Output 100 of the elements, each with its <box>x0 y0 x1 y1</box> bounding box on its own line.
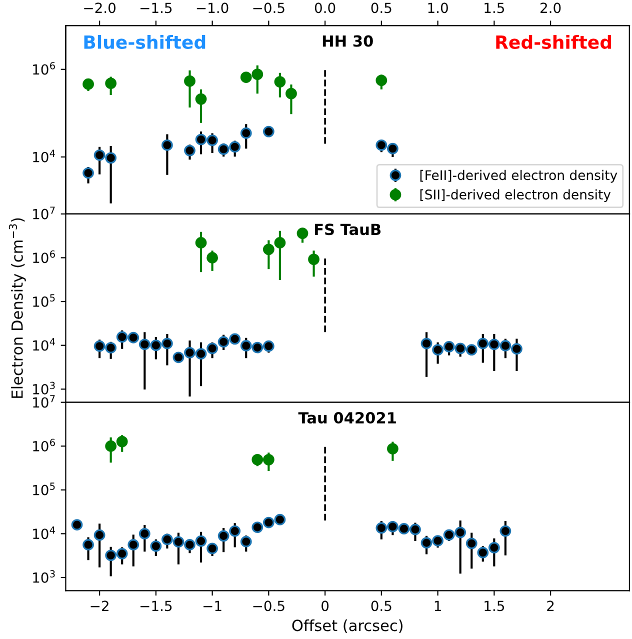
point <box>262 454 274 466</box>
x-tick-label: 1 <box>434 600 441 611</box>
x2-tick-label: −1.5 <box>140 2 172 14</box>
point <box>240 536 252 548</box>
point <box>443 529 455 541</box>
point <box>94 529 106 541</box>
point <box>162 139 173 151</box>
x-tick-label: −2 <box>90 600 108 611</box>
point <box>82 78 94 90</box>
point <box>398 523 410 534</box>
y-tick-label: 10$^{6}$ <box>33 438 55 452</box>
point <box>82 167 94 179</box>
point <box>94 149 106 161</box>
point <box>172 536 184 548</box>
point <box>376 139 388 151</box>
y-tick-label: 10$^{7}$ <box>33 206 55 220</box>
point <box>443 341 455 352</box>
point <box>240 127 252 139</box>
point <box>262 244 274 256</box>
point <box>410 524 421 536</box>
point <box>105 152 117 164</box>
x2-tick-label: 1.5 <box>484 2 504 14</box>
point <box>184 75 196 87</box>
point <box>195 237 207 248</box>
x2-tick-label: −2.0 <box>84 2 116 14</box>
point <box>105 78 117 90</box>
point <box>274 237 286 248</box>
y-tick-label: 10$^{5}$ <box>33 482 55 496</box>
point <box>286 88 297 100</box>
point <box>240 340 252 352</box>
x-tick-label: 0.5 <box>371 600 392 612</box>
point <box>71 519 83 530</box>
point <box>94 340 106 352</box>
point <box>138 528 150 540</box>
point <box>477 338 489 350</box>
x-axis-title: Offset (arcsec) <box>292 619 402 634</box>
point <box>262 516 274 528</box>
point <box>432 535 444 546</box>
x-tick-label: 2 <box>547 600 554 611</box>
point <box>195 535 207 547</box>
x2-tick-label: 1.0 <box>428 2 448 14</box>
x2-tick-label: −1.0 <box>196 2 228 14</box>
point <box>138 338 150 350</box>
point <box>195 348 207 360</box>
y-tick-label: 10$^{7}$ <box>33 395 55 408</box>
point <box>229 333 241 345</box>
point <box>195 93 207 105</box>
point <box>274 76 286 88</box>
point <box>162 534 173 546</box>
point <box>105 440 117 452</box>
point <box>500 525 512 537</box>
point <box>308 254 320 266</box>
point <box>105 342 117 354</box>
y-tick-label: 10$^{4}$ <box>33 150 56 162</box>
point <box>511 343 522 355</box>
point <box>206 252 218 264</box>
point <box>420 537 432 548</box>
point <box>252 342 264 354</box>
text: HH 30 <box>322 35 373 47</box>
x-tick-label: 0 <box>322 600 329 612</box>
y-axis-title: Electron Density (cm$^{−3}$) <box>8 218 26 398</box>
point <box>296 228 308 240</box>
point <box>252 454 264 466</box>
y-tick-label: 10$^{3}$ <box>33 382 55 394</box>
point <box>252 68 264 80</box>
point <box>229 525 241 537</box>
point <box>488 338 500 350</box>
point <box>477 546 489 558</box>
point <box>240 72 252 83</box>
point <box>184 144 196 156</box>
point <box>184 539 196 550</box>
point <box>128 332 140 344</box>
text: Tau 042021 <box>298 412 396 424</box>
y-tick-label: 10$^{6}$ <box>33 250 55 264</box>
point <box>376 522 388 534</box>
point <box>376 74 388 86</box>
point <box>218 530 230 542</box>
point <box>206 134 218 146</box>
x2-tick-label: 2.0 <box>540 2 561 14</box>
point <box>387 520 398 532</box>
x2-tick-label: −0.5 <box>253 2 284 14</box>
point <box>229 141 241 153</box>
y-tick-label: 10$^{3}$ <box>33 570 55 583</box>
point <box>195 134 207 146</box>
point <box>262 340 274 352</box>
point <box>116 548 128 560</box>
point <box>454 526 466 538</box>
point <box>116 436 128 448</box>
point <box>466 344 478 356</box>
point <box>218 144 230 155</box>
legend-label: [FeII]-derived electron density <box>420 170 618 183</box>
point <box>262 126 274 138</box>
annotation: Blue-shifted <box>84 34 206 49</box>
point <box>82 539 94 550</box>
x-tick-label: −1 <box>204 600 222 611</box>
point <box>150 540 162 552</box>
legend-label: [SII]-derived electron density <box>420 189 611 202</box>
x-tick-label: 1.5 <box>484 600 504 612</box>
point <box>206 542 218 554</box>
text: FS TauB <box>314 224 381 236</box>
